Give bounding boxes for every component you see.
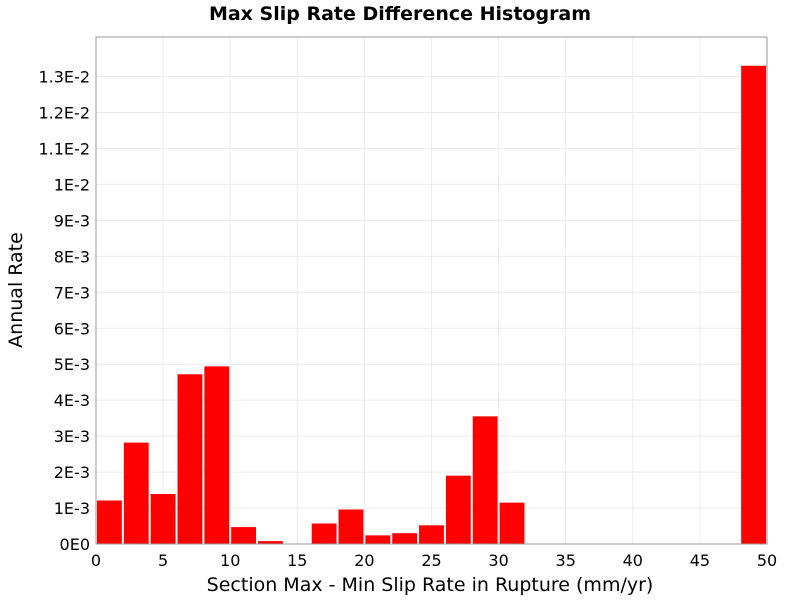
histogram-bar xyxy=(204,366,230,544)
x-tick-label: 20 xyxy=(354,551,374,570)
histogram-bar xyxy=(392,533,418,544)
x-tick-label: 10 xyxy=(220,551,240,570)
histogram-bar xyxy=(231,527,257,544)
y-tick-label: 2E-3 xyxy=(54,463,90,482)
x-axis-label: Section Max - Min Slip Rate in Rupture (… xyxy=(207,574,654,596)
y-tick-label: 1.1E-2 xyxy=(38,139,90,158)
histogram-bar xyxy=(177,374,203,544)
y-tick-label: 1E-3 xyxy=(54,499,90,518)
y-tick-label: 5E-3 xyxy=(54,355,90,374)
histogram-bar xyxy=(741,65,766,544)
histogram-bar xyxy=(311,523,337,544)
histogram-bar xyxy=(365,535,391,544)
histogram-bar xyxy=(445,475,471,544)
x-tick-label: 30 xyxy=(488,551,508,570)
x-tick-label: 45 xyxy=(690,551,710,570)
x-tick-label: 35 xyxy=(556,551,576,570)
histogram-bar xyxy=(150,494,176,544)
y-tick-label: 7E-3 xyxy=(54,283,90,302)
bars xyxy=(97,65,766,544)
y-tick-label: 1.3E-2 xyxy=(38,68,90,87)
plot-frame xyxy=(95,36,768,545)
y-tick-label: 1E-2 xyxy=(54,175,90,194)
x-tick-label: 0 xyxy=(91,551,101,570)
y-axis-label: Annual Rate xyxy=(5,232,27,348)
histogram-bar xyxy=(97,500,122,544)
histogram-bar xyxy=(338,509,364,544)
y-tick-label: 1.2E-2 xyxy=(38,104,90,123)
x-tick-label: 40 xyxy=(623,551,643,570)
x-tick-label: 5 xyxy=(158,551,168,570)
histogram-bar xyxy=(258,541,283,544)
x-tick-label: 25 xyxy=(421,551,441,570)
y-tick-label: 3E-3 xyxy=(54,427,90,446)
x-tick-label: 50 xyxy=(757,551,777,570)
y-tick-label: 4E-3 xyxy=(54,391,90,410)
histogram-bar xyxy=(499,502,525,544)
y-tick-label: 6E-3 xyxy=(54,319,90,338)
chart-title: Max Slip Rate Difference Histogram xyxy=(209,3,591,25)
x-tick-label: 15 xyxy=(287,551,307,570)
y-tick-label: 9E-3 xyxy=(54,211,90,230)
histogram-bar xyxy=(123,442,149,544)
histogram-bar xyxy=(472,416,498,544)
y-tick-labels: 0E0 1E-3 2E-3 3E-3 4E-3 5E-3 6E-3 7E-3 8E-3 9E-3 1… xyxy=(38,68,90,554)
y-tick-label: 0E0 xyxy=(60,535,90,554)
x-tick-labels: 0 5 10 15 20 25 30 35 40 45 50 xyxy=(91,551,777,570)
y-tick-label: 8E-3 xyxy=(54,247,90,266)
histogram-bar xyxy=(419,525,444,544)
